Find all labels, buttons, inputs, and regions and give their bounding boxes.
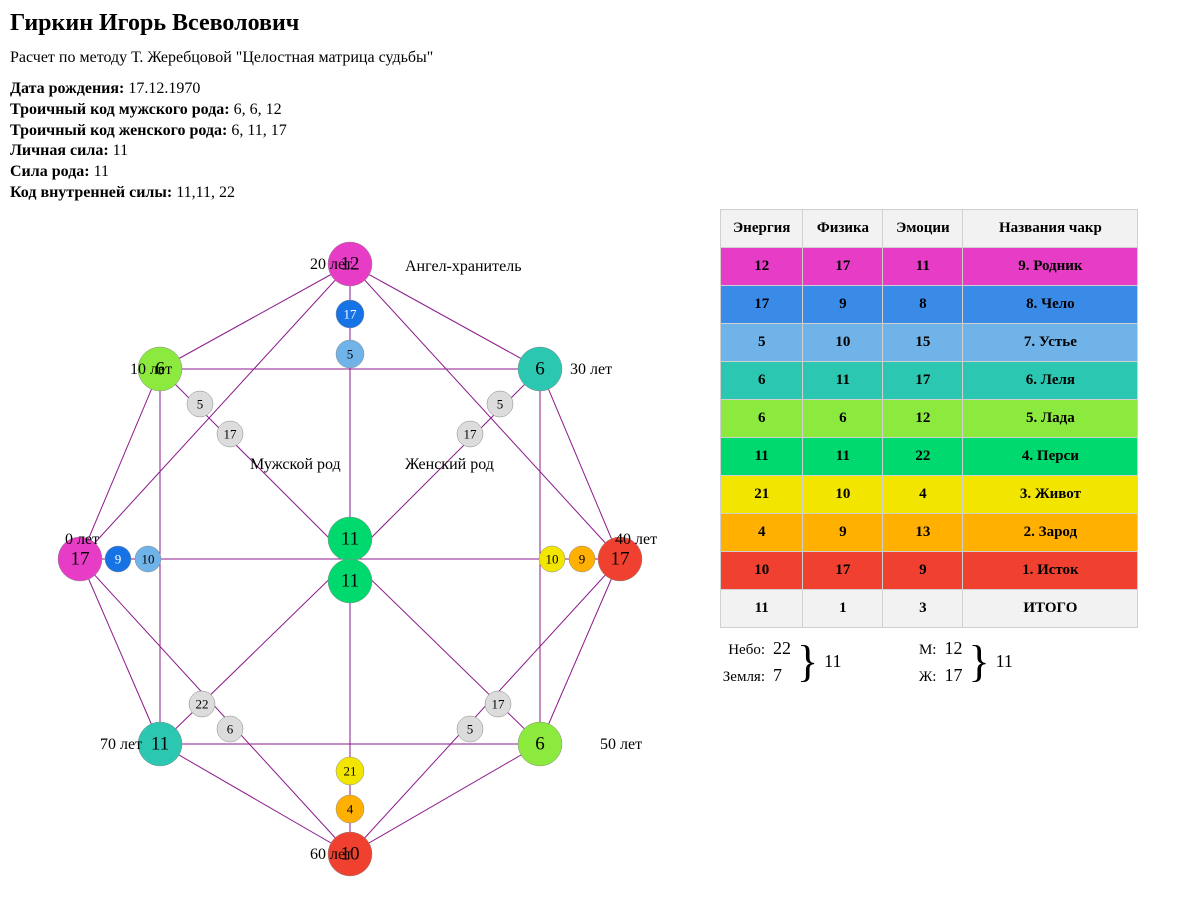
svg-text:5: 5	[197, 396, 204, 411]
chakra-row: 1217119. Родник	[721, 247, 1138, 285]
info-line: Дата рождения: 17.12.1970	[10, 79, 1194, 100]
svg-text:4: 4	[347, 801, 354, 816]
svg-text:11: 11	[151, 733, 169, 754]
svg-text:60 лет: 60 лет	[310, 846, 352, 863]
svg-text:10 лет: 10 лет	[130, 361, 172, 378]
svg-text:17: 17	[344, 306, 358, 321]
svg-text:6: 6	[535, 733, 545, 754]
svg-text:11: 11	[341, 528, 359, 549]
svg-text:17: 17	[464, 426, 478, 441]
chakra-header: Названия чакр	[963, 209, 1138, 247]
info-line: Код внутренней силы: 11,11, 22	[10, 183, 1194, 204]
chakra-row: 49132. Зарод	[721, 513, 1138, 551]
summary-block: Небо:22Земля:7}11М:12Ж:17}11	[720, 638, 1138, 686]
chakra-header: Эмоции	[883, 209, 963, 247]
svg-text:17: 17	[611, 548, 630, 569]
info-line: Троичный код мужского рода: 6, 6, 12	[10, 100, 1194, 121]
chakra-row: 101791. Исток	[721, 551, 1138, 589]
svg-text:17: 17	[492, 696, 506, 711]
chakra-table: ЭнергияФизикаЭмоцииНазвания чакр 1217119…	[720, 209, 1138, 628]
svg-text:50 лет: 50 лет	[600, 736, 642, 753]
page-title: Гиркин Игорь Всеволович	[10, 10, 1194, 37]
chakra-header: Энергия	[721, 209, 803, 247]
svg-text:40 лет: 40 лет	[615, 531, 657, 548]
svg-text:17: 17	[224, 426, 238, 441]
chakra-row: 510157. Устье	[721, 323, 1138, 361]
chakra-row: 1111224. Перси	[721, 437, 1138, 475]
destiny-diagram: 1217565176517179101791011111122661751042…	[10, 209, 690, 909]
chakra-row: 1113ИТОГО	[721, 589, 1138, 627]
svg-text:22: 22	[196, 696, 209, 711]
svg-text:11: 11	[341, 570, 359, 591]
chakra-header: Физика	[803, 209, 883, 247]
svg-text:9: 9	[579, 551, 586, 566]
svg-text:70 лет: 70 лет	[100, 736, 142, 753]
svg-text:5: 5	[467, 721, 474, 736]
svg-text:10: 10	[142, 551, 155, 566]
svg-text:5: 5	[347, 346, 354, 361]
chakra-row: 17988. Чело	[721, 285, 1138, 323]
svg-text:21: 21	[344, 763, 357, 778]
svg-text:20 лет: 20 лет	[310, 256, 352, 273]
svg-text:0 лет: 0 лет	[65, 531, 99, 548]
svg-text:6: 6	[227, 721, 234, 736]
svg-text:6: 6	[535, 358, 545, 379]
svg-text:5: 5	[497, 396, 504, 411]
svg-text:30 лет: 30 лет	[570, 361, 612, 378]
svg-text:10: 10	[546, 551, 559, 566]
svg-text:9: 9	[115, 551, 122, 566]
chakra-row: 611176. Леля	[721, 361, 1138, 399]
chakra-row: 66125. Лада	[721, 399, 1138, 437]
info-line: Троичный код женского рода: 6, 11, 17	[10, 121, 1194, 142]
info-line: Личная сила: 11	[10, 141, 1194, 162]
svg-text:Женский род: Женский род	[405, 456, 494, 473]
svg-text:Ангел-хранитель: Ангел-хранитель	[405, 258, 521, 275]
method-subtitle: Расчет по методу Т. Жеребцовой "Целостна…	[10, 49, 1194, 67]
chakra-row: 211043. Живот	[721, 475, 1138, 513]
svg-text:Мужской род: Мужской род	[250, 456, 341, 473]
svg-text:17: 17	[71, 548, 90, 569]
info-block: Дата рождения: 17.12.1970Троичный код му…	[10, 79, 1194, 204]
info-line: Сила рода: 11	[10, 162, 1194, 183]
